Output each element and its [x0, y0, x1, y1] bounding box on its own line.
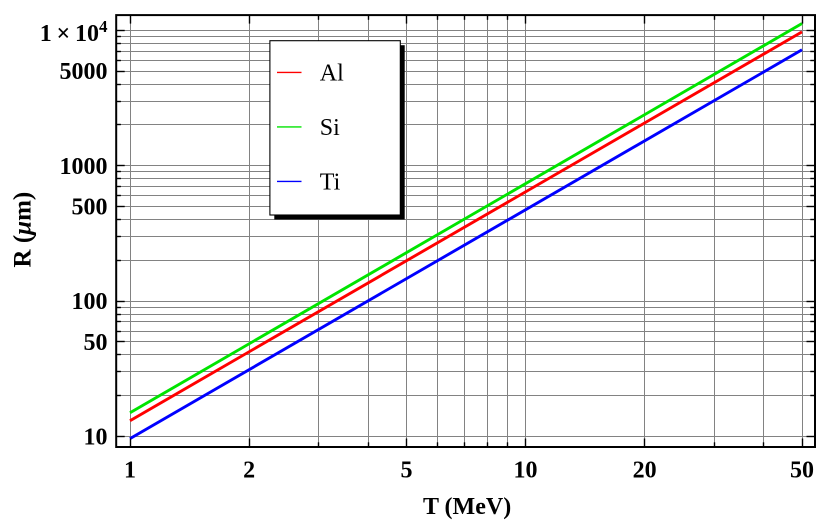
svg-text:5: 5: [401, 457, 413, 483]
svg-text:5000: 5000: [60, 59, 108, 85]
svg-text:2: 2: [243, 457, 255, 483]
svg-text:Al: Al: [320, 60, 344, 86]
svg-text:50: 50: [790, 457, 814, 483]
svg-text:R (μm): R (μm): [9, 192, 36, 268]
svg-text:1: 1: [124, 457, 136, 483]
svg-text:Ti: Ti: [320, 169, 341, 195]
svg-text:10: 10: [514, 457, 538, 483]
svg-text:500: 500: [72, 195, 108, 221]
svg-text:10: 10: [84, 424, 108, 450]
svg-text:Si: Si: [320, 115, 340, 141]
svg-text:20: 20: [633, 457, 657, 483]
svg-text:100: 100: [72, 289, 108, 315]
svg-text:50: 50: [84, 330, 108, 356]
svg-text:1000: 1000: [60, 154, 108, 180]
svg-text:T (MeV): T (MeV): [423, 494, 511, 520]
svg-text:1 × 104: 1 × 104: [40, 17, 108, 47]
